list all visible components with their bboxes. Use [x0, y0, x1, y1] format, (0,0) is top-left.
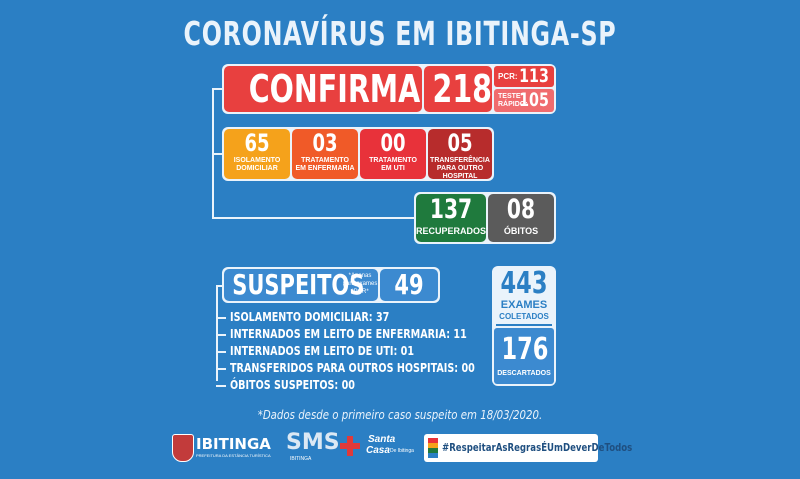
exams-divider — [496, 324, 552, 326]
suspects-label-box: SUSPEITOS *Apenas para exames *PCR* — [224, 269, 378, 301]
ibitinga-logo: IBITINGA PREFEITURA DA ESTÂNCIA TURÍSTIC… — [172, 432, 282, 464]
status-value: 05 — [447, 129, 473, 157]
connector-line — [216, 368, 226, 370]
recovered-label: RECUPERADOS — [416, 226, 486, 236]
status-label-1: TRATAMENTO — [301, 157, 349, 164]
santa-casa-text-3: De Ibitinga — [390, 448, 414, 454]
pcr-value: 113 — [519, 66, 549, 87]
collected-value: 443 — [500, 266, 548, 301]
suspects-value: 49 — [394, 269, 424, 301]
status-label-2: DOMICILIAR — [236, 165, 278, 172]
status-label-2: EM ENFERMARIA — [295, 165, 355, 172]
suspect-list-item: TRANSFERIDOS PARA OUTROS HOSPITAIS: 00 — [230, 361, 475, 375]
city-crest-icon — [172, 434, 194, 462]
hashtag-text: #RespeitarAsRegrasÉUmDeverDeTodos — [442, 441, 633, 454]
deaths-label: ÓBITOS — [503, 226, 539, 236]
status-box: 05 TRANSFERÊNCIA PARA OUTRO HOSPITAL — [428, 129, 492, 179]
connector-line — [216, 334, 226, 336]
connector-line — [212, 88, 224, 90]
santa-casa-logo: Santa Casa De Ibitinga — [336, 432, 416, 464]
status-label-1: TRATAMENTO — [369, 157, 417, 164]
status-value: 00 — [380, 129, 406, 157]
deaths-box: 08 ÓBITOS — [488, 194, 554, 242]
confirmed-value-box: 218 — [424, 66, 492, 112]
status-value: 03 — [312, 129, 338, 157]
pcr-box: PCR: 113 — [494, 66, 554, 87]
sms-logo: SMS IBITINGA — [286, 430, 340, 466]
suspect-list-item: INTERNADOS EM LEITO DE UTI: 01 — [230, 344, 415, 358]
suspects-value-box: 49 — [380, 269, 438, 301]
rapid-value: 105 — [519, 89, 549, 111]
connector-line — [216, 385, 226, 387]
deaths-value: 08 — [506, 194, 536, 225]
status-label-2: PARA OUTRO HOSPITAL — [436, 165, 484, 179]
pcr-label: PCR: — [498, 72, 518, 81]
suspects-note-3: *PCR* — [351, 289, 369, 295]
suspects-note-2: para exames — [342, 281, 378, 287]
ibitinga-logo-subtext: PREFEITURA DA ESTÂNCIA TURÍSTICA — [196, 453, 271, 458]
suspect-list-item: ÓBITOS SUSPEITOS: 00 — [230, 378, 355, 392]
rapid-box: TESTE RÁPIDO: 105 — [494, 89, 554, 112]
sms-logo-text: SMS — [286, 430, 340, 455]
connector-line — [216, 351, 226, 353]
sms-logo-subtext: IBITINGA — [290, 456, 312, 462]
collected-label-2: COLETADOS — [499, 312, 549, 321]
connector-line — [212, 153, 224, 155]
status-value: 65 — [244, 129, 270, 157]
confirmed-label-box: CONFIRMADOS — [224, 66, 422, 112]
connector-line — [216, 285, 218, 381]
discarded-label: DESCARTADOS — [497, 370, 551, 377]
exams-panel: 443 EXAMES COLETADOS 176 DESCARTADOS — [492, 266, 556, 386]
page-title: CORONAVÍRUS EM IBITINGA-SP — [183, 14, 617, 53]
rapid-label-2: RÁPIDO: — [498, 101, 528, 108]
suspect-list-item: INTERNADOS EM LEITO DE ENFERMARIA: 11 — [230, 327, 467, 341]
connector-line — [216, 285, 224, 287]
collected-label-1: EXAMES — [500, 299, 548, 311]
status-box: 03 TRATAMENTO EM ENFERMARIA — [292, 129, 358, 179]
confirmed-label: CONFIRMADOS — [248, 67, 422, 111]
ibitinga-logo-text: IBITINGA — [196, 435, 271, 453]
connector-line — [212, 217, 416, 219]
santa-casa-text-1: Santa — [368, 434, 396, 445]
discarded-value: 176 — [501, 332, 549, 367]
stripes-icon — [428, 438, 438, 458]
recovered-value: 137 — [429, 194, 473, 225]
cross-icon — [340, 436, 360, 456]
status-box: 65 ISOLAMENTO DOMICILIAR — [224, 129, 290, 179]
discarded-box: 176 DESCARTADOS — [494, 328, 554, 384]
santa-casa-text-2: Casa — [366, 445, 390, 456]
status-label-2: EM UTI — [381, 165, 405, 172]
recovered-box: 137 RECUPERADOS — [416, 194, 486, 242]
confirmed-value: 218 — [432, 67, 492, 111]
hashtag-banner: #RespeitarAsRegrasÉUmDeverDeTodos — [424, 434, 632, 462]
status-label-1: TRANSFERÊNCIA — [430, 157, 490, 164]
status-label-1: ISOLAMENTO — [233, 157, 281, 164]
connector-line — [216, 317, 226, 319]
footnote: *Dados desde o primeiro caso suspeito em… — [257, 408, 543, 422]
suspects-note-1: *Apenas — [348, 273, 372, 279]
suspect-list-item: ISOLAMENTO DOMICILIAR: 37 — [230, 310, 390, 324]
suspects-label: SUSPEITOS — [232, 269, 365, 301]
rapid-label-1: TESTE — [498, 93, 521, 100]
status-box: 00 TRATAMENTO EM UTI — [360, 129, 426, 179]
